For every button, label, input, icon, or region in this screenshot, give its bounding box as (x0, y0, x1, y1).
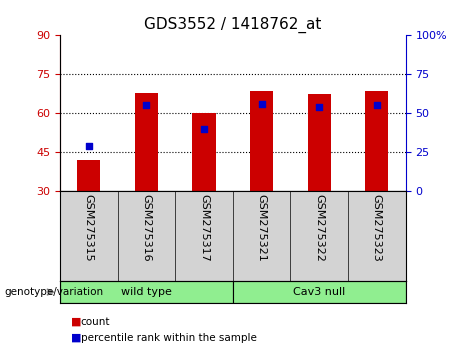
Text: percentile rank within the sample: percentile rank within the sample (81, 333, 257, 343)
Point (200, 126, 207, 132)
Text: GSM275321: GSM275321 (257, 194, 266, 262)
Bar (250, 91, 273, 191)
Point (315, 104, 323, 110)
Bar (193, 113, 216, 191)
Text: ■: ■ (71, 333, 82, 343)
Point (258, 101, 266, 107)
Text: ■: ■ (71, 317, 82, 327)
Bar (308, 94, 331, 191)
Point (142, 103, 150, 108)
Text: GSM275316: GSM275316 (142, 194, 151, 262)
Text: GSM275315: GSM275315 (84, 194, 94, 262)
Point (373, 103, 381, 108)
Bar (365, 91, 388, 191)
Text: GSM275322: GSM275322 (314, 194, 324, 262)
Text: GSM275323: GSM275323 (372, 194, 382, 262)
Text: wild type: wild type (121, 287, 172, 297)
Point (85, 143, 92, 149)
Text: count: count (81, 317, 110, 327)
Text: genotype/variation: genotype/variation (5, 287, 104, 297)
Bar (77, 160, 100, 191)
Text: Cav3 null: Cav3 null (293, 287, 345, 297)
Title: GDS3552 / 1418762_at: GDS3552 / 1418762_at (144, 16, 321, 33)
Bar (233, 281, 406, 303)
Bar (135, 92, 158, 191)
Text: GSM275317: GSM275317 (199, 194, 209, 262)
Bar (60, 281, 233, 303)
